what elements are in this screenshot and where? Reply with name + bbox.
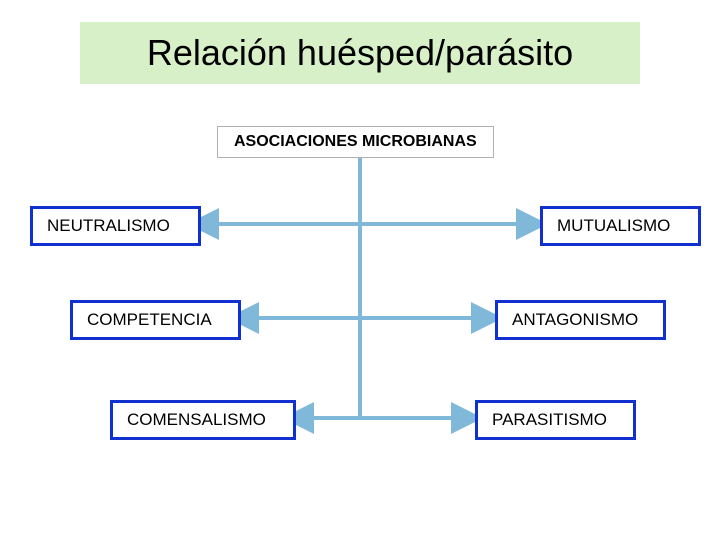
page-title: Relación huésped/parásito bbox=[80, 22, 640, 84]
node-mutualismo: MUTUALISMO bbox=[540, 206, 701, 246]
node-label: ANTAGONISMO bbox=[512, 310, 638, 329]
node-comensalismo: COMENSALISMO bbox=[110, 400, 296, 440]
node-parasitismo: PARASITISMO bbox=[475, 400, 636, 440]
node-label: PARASITISMO bbox=[492, 410, 607, 429]
node-neutralismo: NEUTRALISMO bbox=[30, 206, 201, 246]
node-label: COMPETENCIA bbox=[87, 310, 212, 329]
node-antagonismo: ANTAGONISMO bbox=[495, 300, 666, 340]
title-text: Relación huésped/parásito bbox=[147, 32, 573, 74]
node-label: COMENSALISMO bbox=[127, 410, 266, 429]
subheader-box: ASOCIACIONES MICROBIANAS bbox=[217, 126, 494, 158]
node-label: NEUTRALISMO bbox=[47, 216, 170, 235]
node-competencia: COMPETENCIA bbox=[70, 300, 241, 340]
node-label: MUTUALISMO bbox=[557, 216, 670, 235]
subheader-text: ASOCIACIONES MICROBIANAS bbox=[234, 133, 477, 150]
